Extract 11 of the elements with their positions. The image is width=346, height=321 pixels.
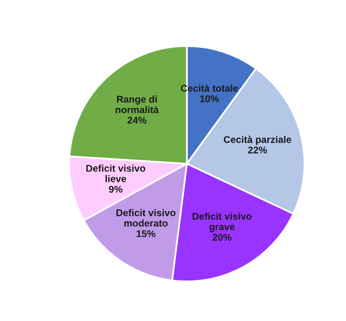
data-label: 9% — [108, 186, 122, 193]
slice-label: Range di normalità — [116, 96, 159, 114]
data-label: 22% — [248, 146, 267, 154]
data-label: 20% — [212, 234, 232, 241]
slice-label: Deficit visivo moderato — [116, 209, 176, 227]
slice-label: Cecità parziale — [224, 136, 292, 145]
data-label: 24% — [128, 116, 146, 124]
data-label: 15% — [136, 230, 156, 238]
slice-label: Deficit visivo grave — [192, 212, 252, 232]
slice-label: Deficit visivo lieve — [86, 164, 146, 182]
data-label: 10% — [200, 95, 219, 102]
